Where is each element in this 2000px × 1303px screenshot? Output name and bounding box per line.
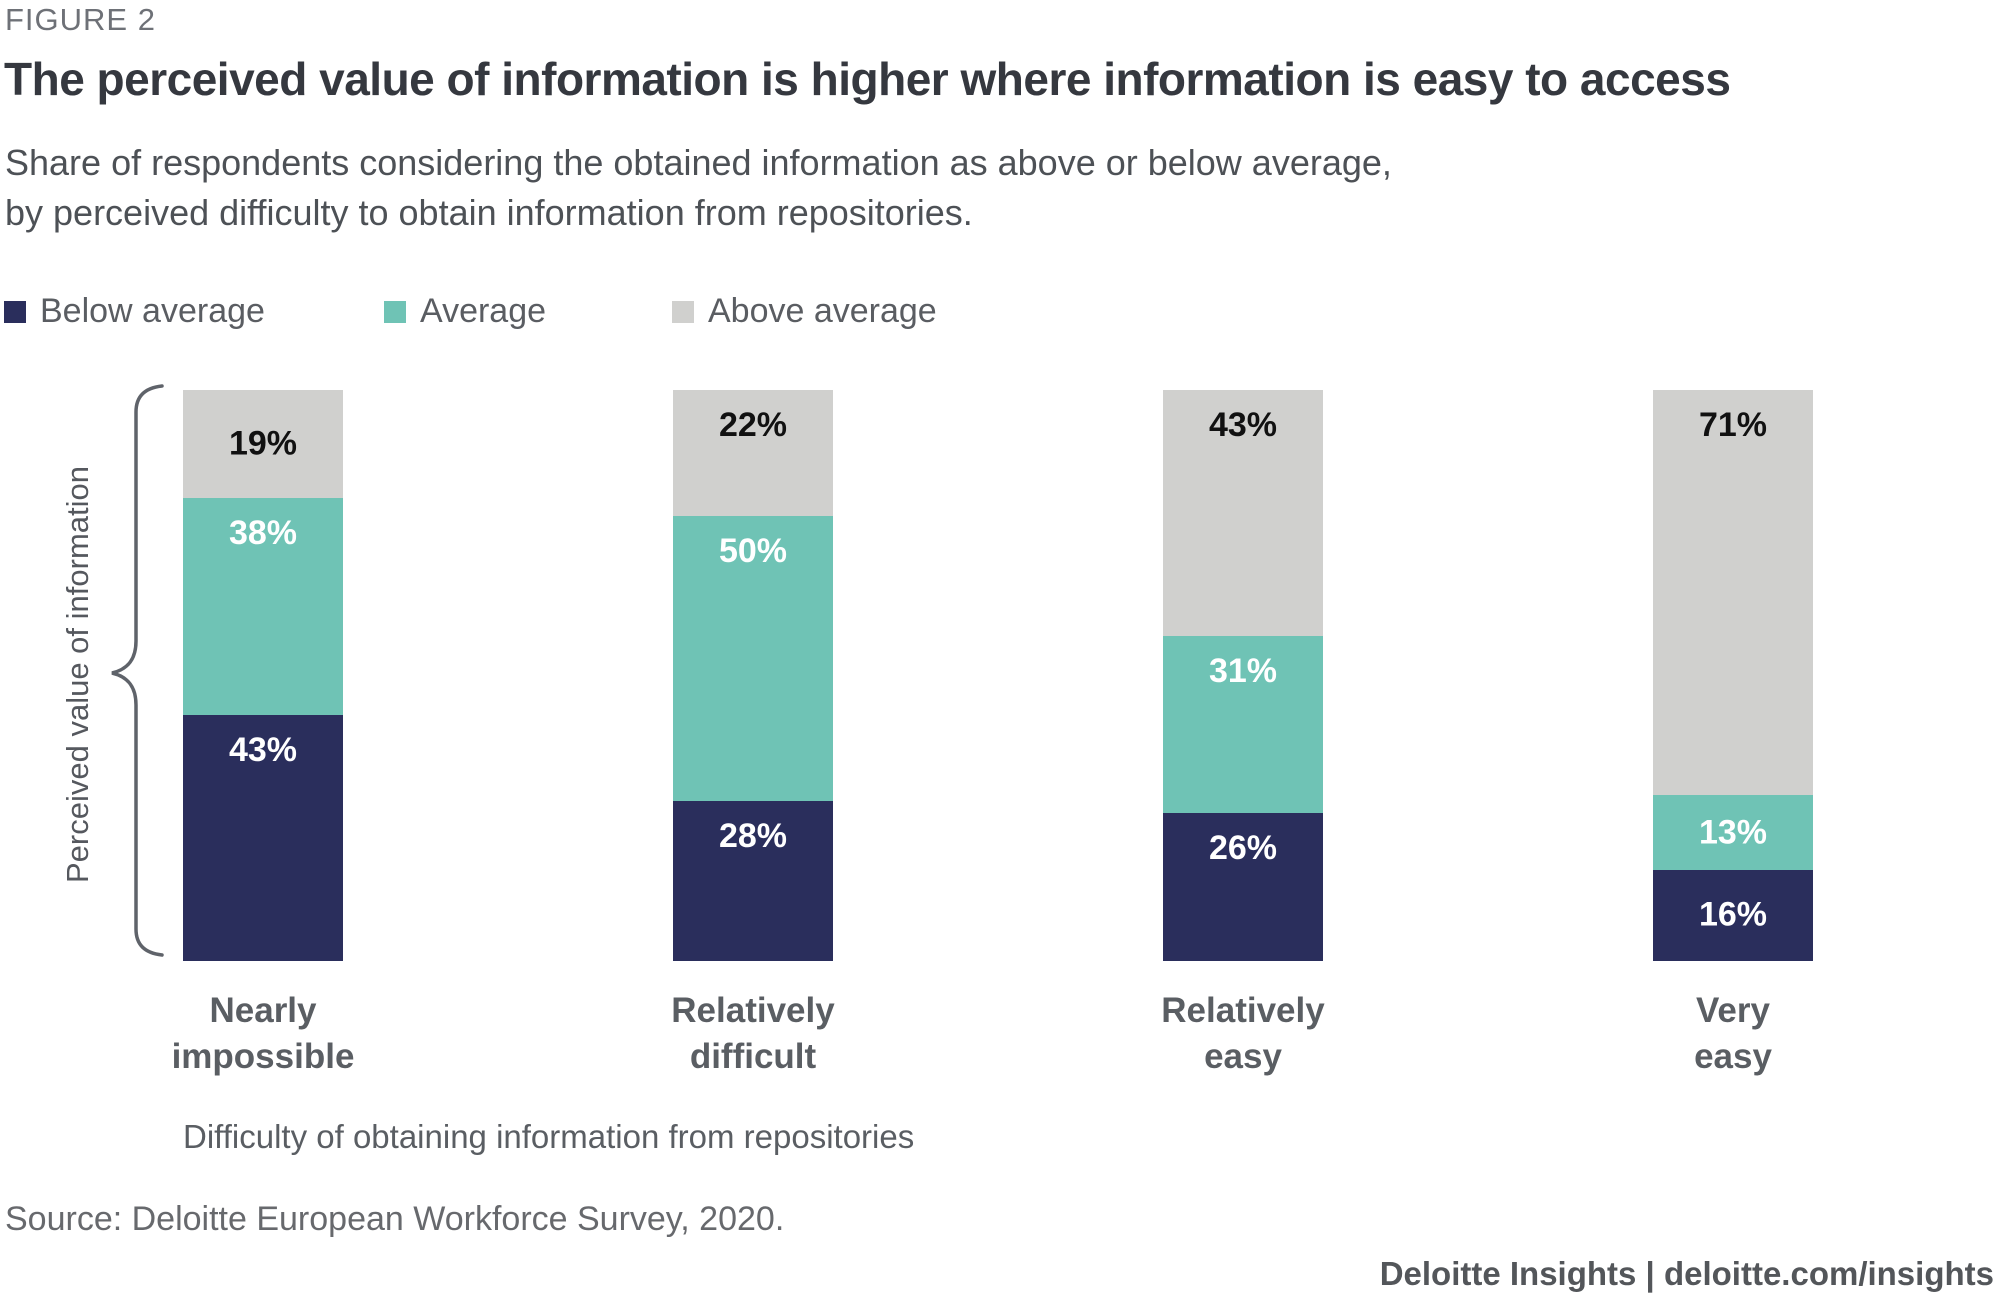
chart-subtitle-line1: Share of respondents considering the obt… — [5, 142, 1392, 183]
bar-relatively-difficult: 22% 50% 28% — [673, 390, 833, 961]
bar-value-label: 13% — [1698, 813, 1768, 852]
bar-value-label: 19% — [228, 424, 298, 463]
x-tick-relatively-difficult: Relatively difficult — [671, 991, 835, 1076]
bar-value-label: 50% — [718, 531, 788, 570]
bar-very-easy: 71% 13% 16% — [1653, 390, 1813, 961]
bar-segment-above-average: 22% — [673, 390, 833, 516]
legend-label: Above average — [708, 292, 937, 330]
bar-value-label: 16% — [1698, 895, 1768, 934]
x-tick-very-easy: Very easy — [1694, 991, 1772, 1076]
legend-label: Average — [420, 292, 547, 330]
bar-value-label: 22% — [718, 406, 788, 444]
x-tick-relatively-easy: Relatively easy — [1161, 991, 1325, 1076]
bar-segment-average: 13% — [1653, 795, 1813, 870]
y-axis-label: Perceived value of information — [60, 466, 95, 884]
bar-segment-above-average: 19% — [183, 390, 343, 499]
legend-label: Below average — [40, 292, 265, 330]
bar-segment-below-average: 28% — [673, 801, 833, 961]
bar-segment-above-average: 43% — [1163, 390, 1323, 636]
chart-title: The perceived value of information is hi… — [4, 53, 1731, 105]
legend-swatch-icon — [384, 300, 406, 323]
bar-segment-below-average: 16% — [1653, 869, 1813, 961]
bar-value-label: 28% — [718, 817, 788, 856]
legend-swatch-icon — [672, 300, 694, 323]
bar-value-label: 26% — [1208, 828, 1278, 867]
bar-value-label: 43% — [1208, 406, 1278, 444]
legend-item-below-average: Below average — [4, 292, 265, 331]
chart-subtitle-line2: by perceived difficulty to obtain inform… — [5, 191, 973, 233]
bar-segment-above-average: 71% — [1653, 390, 1813, 796]
chart-subtitle: Share of respondents considering the obt… — [5, 138, 1392, 237]
footer-credit: Deloitte Insights | deloitte.com/insight… — [1379, 1255, 1994, 1292]
bar-segment-average: 31% — [1163, 635, 1323, 813]
bar-segment-below-average: 26% — [1163, 812, 1323, 961]
figure-label: FIGURE 2 — [5, 2, 156, 37]
bar-segment-average: 50% — [673, 515, 833, 802]
y-axis-brace — [111, 384, 164, 957]
legend-item-above-average: Above average — [672, 292, 937, 331]
bar-value-label: 43% — [228, 731, 298, 770]
bar-nearly-impossible: 19% 38% 43% — [183, 390, 343, 961]
chart-legend: Below average Average Above average — [0, 292, 2000, 331]
legend-item-average: Average — [384, 292, 546, 331]
x-tick-nearly-impossible: Nearly impossible — [171, 991, 355, 1076]
bar-value-label: 31% — [1208, 651, 1278, 690]
bar-segment-average: 38% — [183, 498, 343, 716]
bar-value-label: 38% — [228, 514, 298, 553]
bar-relatively-easy: 43% 31% 26% — [1163, 390, 1323, 961]
bar-value-label: 71% — [1698, 406, 1768, 444]
bar-segment-below-average: 43% — [183, 715, 343, 961]
x-axis-caption: Difficulty of obtaining information from… — [183, 1118, 915, 1155]
source-note: Source: Deloitte European Workforce Surv… — [5, 1200, 785, 1238]
legend-swatch-icon — [4, 300, 26, 323]
